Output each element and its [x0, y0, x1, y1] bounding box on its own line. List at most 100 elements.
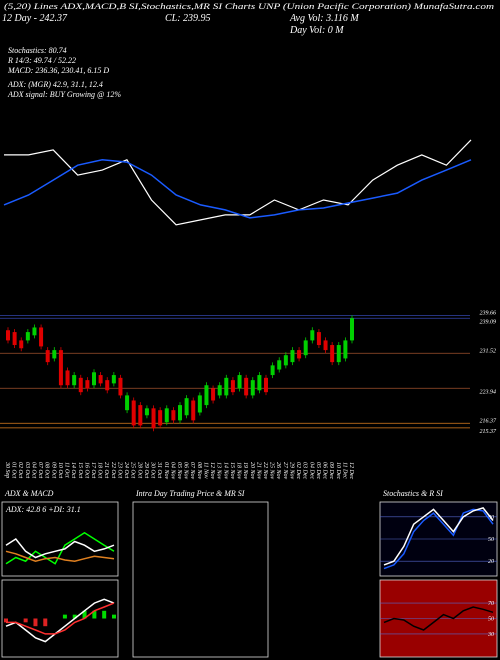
x-tick-label: 20 Nov: [249, 462, 255, 480]
x-tick-label: 26 Nov: [275, 462, 281, 480]
candle-body: [184, 398, 189, 416]
candle-body: [237, 375, 242, 389]
candle-body: [39, 327, 44, 347]
x-tick-label: 07 Nov: [189, 462, 195, 480]
x-tick-label: 11 Dec: [341, 462, 347, 479]
x-tick-label: 14 Oct: [70, 462, 77, 478]
histogram-bar: [33, 618, 38, 627]
candle-body: [125, 395, 130, 411]
x-tick-label: 22 Oct: [110, 462, 116, 478]
candle-body: [230, 380, 235, 393]
panel: [1, 501, 119, 577]
x-tick-label: 13 Nov: [216, 462, 222, 480]
x-tick-label: 11 Oct: [64, 462, 70, 478]
candle-body: [211, 388, 216, 401]
histogram-bar: [82, 610, 87, 619]
series-line: [5, 550, 115, 562]
candle-body: [45, 350, 50, 363]
page-title: (5,20) Lines ADX,MACD,B SI,Stochastics,M…: [4, 2, 494, 11]
stat: Stochastics: 80.74: [8, 46, 67, 55]
candle-body: [297, 350, 302, 359]
x-tick-label: 04 Oct: [30, 462, 37, 478]
candle-body: [92, 372, 96, 386]
candle-body: [217, 385, 222, 396]
x-tick-label: 25 Nov: [269, 462, 275, 480]
candle-body: [151, 408, 156, 429]
stat: ADX signal: BUY Growing @ 12%: [7, 90, 121, 99]
candle-body: [197, 395, 202, 413]
candle-body: [257, 375, 262, 391]
y-tick-label: 50: [488, 617, 494, 623]
x-tick-label: 03 Oct: [24, 462, 30, 478]
x-tick-label: 06 Dec: [322, 462, 328, 479]
candle-body: [144, 408, 149, 416]
stat: CL: 239.95: [165, 13, 211, 24]
series-line: [383, 606, 494, 631]
x-tick-label: 17 Oct: [90, 462, 96, 478]
x-tick-label: 10 Oct: [57, 462, 63, 478]
series-line: [6, 602, 115, 635]
x-tick-label: 10 Dec: [335, 462, 341, 479]
candle-body: [244, 377, 249, 396]
x-tick-label: 28 Oct: [136, 462, 142, 478]
series-line: [383, 507, 494, 566]
x-tick-label: 18 Oct: [97, 462, 103, 478]
candle-body: [118, 377, 123, 396]
x-tick-label: 02 Oct: [17, 462, 23, 478]
histogram-bar: [112, 614, 116, 619]
stat: Day Vol: 0 M: [289, 25, 344, 36]
candle-body: [131, 400, 136, 426]
x-tick-label: 01 Oct: [11, 462, 17, 478]
candle-body: [191, 400, 196, 421]
candle-body: [323, 340, 328, 351]
candle-body: [65, 370, 70, 386]
y-tick-label: 20: [488, 559, 494, 565]
x-tick-label: 21 Oct: [103, 462, 109, 478]
candle-body: [6, 330, 10, 341]
stat: Avg Vol: 3.116 M: [289, 13, 359, 24]
panel-annotation: ADX: 42.8 6 +DI: 31.1: [5, 505, 81, 514]
series-line: [5, 531, 115, 565]
candle-body: [310, 330, 315, 341]
candle-body: [58, 350, 63, 386]
candle-body: [52, 350, 57, 359]
series-line: [5, 598, 115, 643]
series-line: [3, 159, 472, 219]
histogram-bar: [23, 618, 28, 623]
histogram-bar: [4, 618, 8, 623]
x-tick-label: 11 Nov: [202, 462, 208, 479]
candle-body: [277, 360, 282, 370]
y-tick-label: 70: [488, 601, 494, 607]
x-tick-label: 08 Oct: [44, 462, 50, 478]
candle-body: [12, 332, 17, 346]
candle-body: [78, 377, 83, 393]
candle-body: [32, 327, 37, 336]
level-label: 239.66: [480, 311, 497, 317]
candle-body: [264, 377, 268, 393]
x-tick-label: 21 Nov: [255, 462, 261, 480]
series-line: [4, 139, 472, 226]
stat: R 14/3: 49.74 / 52.22: [7, 56, 76, 65]
panel-title: Stochastics & R SI: [383, 489, 443, 498]
x-tick-label: 29 Oct: [143, 462, 149, 478]
x-tick-label: 22 Nov: [262, 462, 268, 480]
candle-body: [330, 345, 335, 363]
x-tick-label: 30 Oct: [150, 461, 156, 478]
x-tick-label: 30 Sep: [4, 461, 10, 478]
candle-body: [303, 340, 308, 356]
x-tick-label: 03 Dec: [302, 462, 308, 479]
candle-body: [19, 340, 24, 349]
candle-body: [290, 350, 295, 363]
stat: 12 Day - 242.37: [2, 13, 68, 24]
candle-body: [336, 345, 341, 363]
level-label: 216.37: [480, 418, 498, 424]
candle-body: [25, 332, 30, 341]
series-line: [5, 538, 115, 559]
candle-body: [105, 380, 110, 391]
x-tick-label: 09 Oct: [50, 462, 56, 478]
panel-title: ADX & MACD: [4, 489, 54, 498]
x-tick-label: 04 Nov: [169, 462, 176, 480]
x-tick-label: 12 Dec: [348, 462, 354, 479]
y-tick-label: 30: [487, 632, 494, 638]
